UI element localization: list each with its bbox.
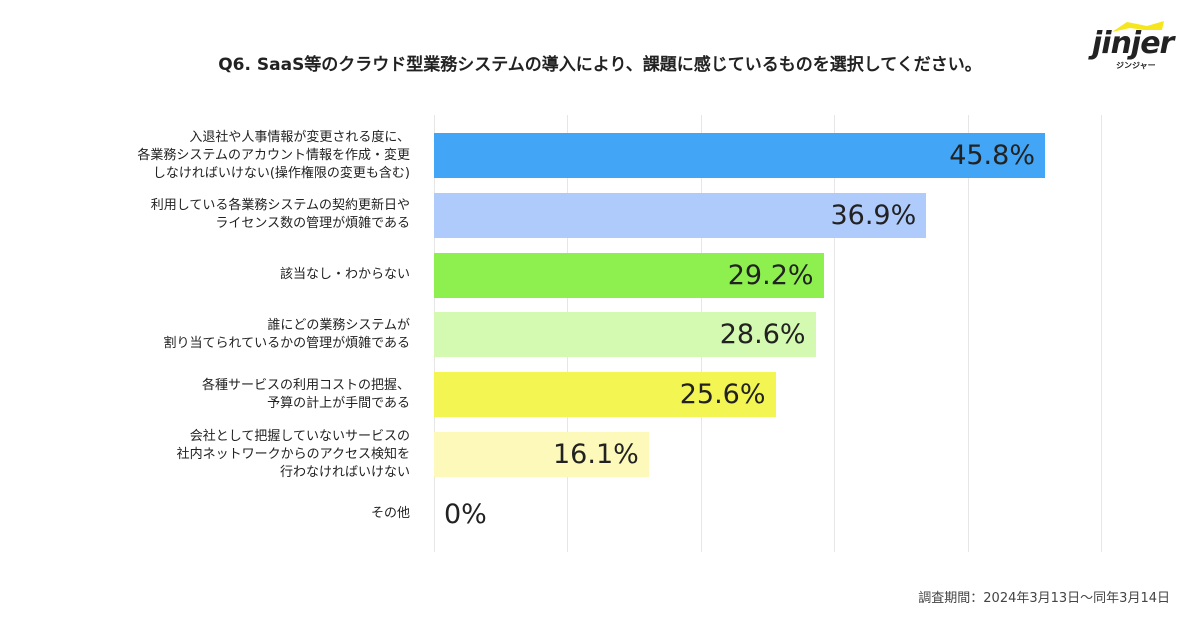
chart-title: Q6. SaaS等のクラウド型業務システムの導入により、課題に感じているものを選…	[218, 55, 982, 75]
value-label: 45.8%	[949, 140, 1035, 171]
bar	[434, 192, 927, 238]
bar	[434, 252, 824, 298]
category-label: 該当なし・わからない	[279, 267, 410, 283]
value-label: 29.2%	[727, 259, 814, 291]
bar	[434, 432, 649, 477]
category-label: その他	[370, 506, 410, 522]
bar	[434, 372, 776, 418]
logo-subtext: ジンジャー	[1116, 61, 1156, 70]
value-label: 16.1%	[553, 439, 639, 470]
logo-text: jinjer	[1092, 26, 1174, 61]
category-label: 誰にどの業務システムが 割り当てられているかの管理が煩雑である	[163, 317, 410, 351]
category-label: 各種サービスの利用コストの把握、 予算の計上が手間である	[201, 377, 410, 411]
category-label: 利用している各業務システムの契約更新日や ライセンス数の管理が煩雑である	[150, 198, 410, 232]
value-label: 25.6%	[679, 379, 766, 411]
value-label: 0%	[444, 498, 487, 530]
value-label: 28.6%	[719, 319, 806, 351]
bar	[434, 312, 816, 358]
gridline	[967, 115, 969, 552]
gridline	[1101, 115, 1102, 552]
category-label: 会社として把握していないサービスの 社内ネットワークからのアクセス検知を 行わな…	[176, 428, 410, 480]
bar	[434, 133, 1045, 178]
survey-period: 調査期間：2024年3月13日〜同年3月14日	[918, 591, 1170, 606]
category-label: 入退社や人事情報が変更される度に、 各業務システムのアカウント情報を作成・変更 …	[137, 129, 410, 181]
jinjer-logo: jinjer ジンジャー	[1092, 18, 1178, 72]
gridline	[834, 115, 836, 552]
value-label: 36.9%	[830, 199, 917, 231]
